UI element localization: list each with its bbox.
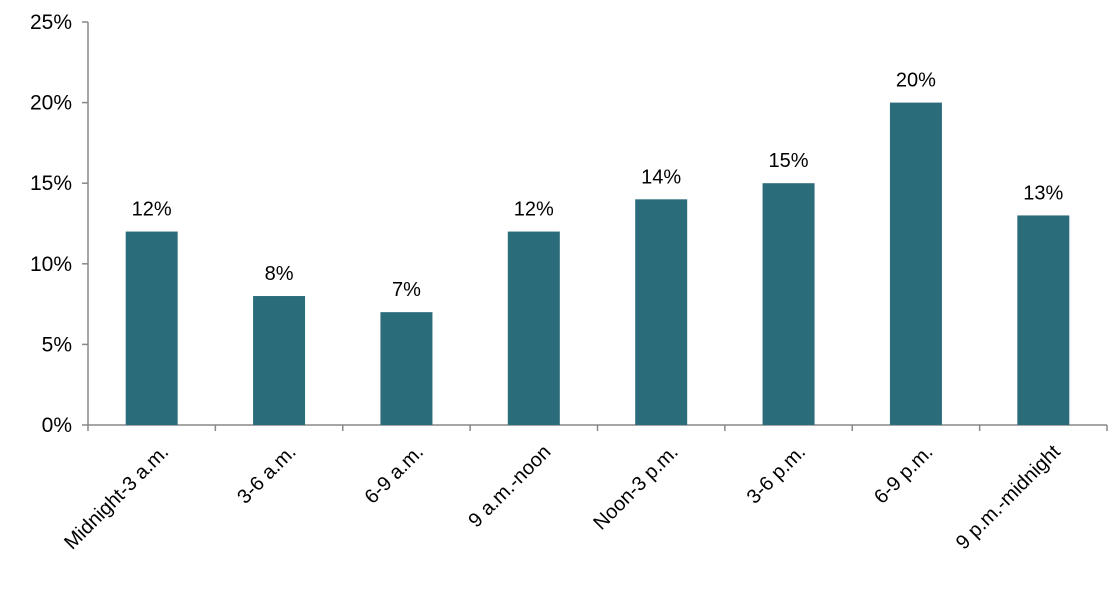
y-tick-label: 25% bbox=[30, 11, 72, 34]
bar bbox=[253, 296, 306, 425]
category-label: 6-9 p.m. bbox=[870, 441, 937, 508]
y-tick-label: 0% bbox=[42, 414, 72, 437]
data-label: 15% bbox=[769, 150, 809, 172]
y-axis: 0% 5% 10% 15% 20% 25% bbox=[30, 11, 89, 437]
bar bbox=[380, 312, 433, 425]
category-label: 3-6 p.m. bbox=[743, 441, 810, 508]
category-label: Noon-3 p.m. bbox=[589, 441, 682, 534]
category-labels-group: Midnight-3 a.m. 3-6 a.m. 6-9 a.m. 9 a.m.-no… bbox=[60, 441, 1065, 554]
bar bbox=[635, 199, 688, 425]
data-label: 12% bbox=[514, 199, 554, 221]
y-tick-label: 20% bbox=[30, 92, 72, 115]
data-label: 8% bbox=[265, 263, 294, 285]
category-label: Midnight-3 a.m. bbox=[60, 441, 173, 554]
data-label: 7% bbox=[392, 279, 421, 301]
bar bbox=[762, 183, 815, 425]
x-axis bbox=[87, 424, 1108, 431]
category-label: 9 a.m.-noon bbox=[464, 441, 555, 532]
category-label: 6-9 a.m. bbox=[361, 441, 428, 508]
category-label: 3-6 a.m. bbox=[233, 441, 300, 508]
data-label: 13% bbox=[1023, 182, 1063, 204]
y-tick-label: 10% bbox=[30, 253, 72, 276]
y-tick-label: 5% bbox=[42, 333, 72, 356]
bar bbox=[125, 231, 178, 425]
data-label: 20% bbox=[896, 70, 936, 92]
data-label: 14% bbox=[641, 166, 681, 188]
data-labels-group: 12% 8% 7% 12% 14% 15% 20% 13% bbox=[132, 70, 1064, 302]
y-tick-label: 15% bbox=[30, 172, 72, 195]
bar bbox=[889, 102, 942, 425]
data-label: 12% bbox=[132, 199, 172, 221]
category-label: 9 p.m.-midnight bbox=[952, 441, 1065, 554]
bar bbox=[507, 231, 560, 425]
bar bbox=[1017, 215, 1070, 425]
bars-group bbox=[125, 102, 1070, 425]
